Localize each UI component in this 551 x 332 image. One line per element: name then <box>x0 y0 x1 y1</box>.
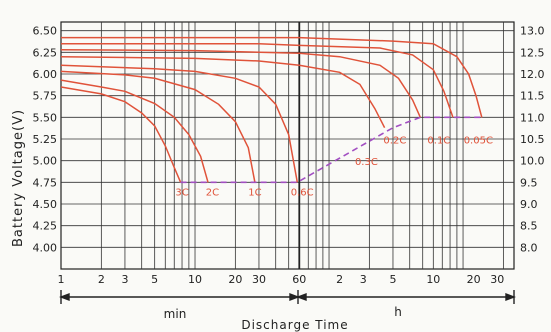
rate-label: 0.05C <box>464 135 493 146</box>
x-tick: 30 <box>252 273 266 286</box>
y-tick-right: 10.0 <box>520 155 545 168</box>
discharge-curves <box>60 36 483 183</box>
y-tick-right: 12.0 <box>520 68 545 81</box>
y-tick-left: 6.00 <box>33 68 58 81</box>
cutoff-line <box>180 116 482 184</box>
rate-label: 0.6C <box>291 187 314 198</box>
x-unit-min: min <box>164 307 187 321</box>
x-tick: 3 <box>121 273 128 286</box>
x-tick: 20 <box>228 273 242 286</box>
x-tick: 5 <box>151 273 158 286</box>
x-unit-h: h <box>394 305 402 319</box>
rate-label: 1C <box>248 187 261 198</box>
curve-0.3C <box>60 55 386 129</box>
x-tick: 2 <box>336 273 343 286</box>
rate-label: 0.1C <box>427 135 450 146</box>
y-tick-left: 4.75 <box>33 176 58 189</box>
x-tick: 20 <box>467 273 481 286</box>
x-axis-label: Discharge Time <box>241 318 348 332</box>
x-tick: 2 <box>98 273 105 286</box>
rate-label: 0.3C <box>355 157 378 168</box>
y-tick-right: 13.0 <box>520 25 545 38</box>
rate-label: 3C <box>175 187 188 198</box>
x-tick: 10 <box>188 273 202 286</box>
rate-label: 2C <box>206 187 219 198</box>
y-tick-right: 8.5 <box>520 220 538 233</box>
x-range-brackets <box>59 290 516 304</box>
y-tick-right: 12.5 <box>520 46 545 59</box>
y-tick-left: 4.50 <box>33 198 58 211</box>
y-tick-left: 5.75 <box>33 90 58 103</box>
curve-0.1C <box>61 42 454 118</box>
y-tick-left: 5.50 <box>33 111 58 124</box>
y-tick-left: 6.25 <box>33 46 58 59</box>
rate-labels: 3C 2C 1C 0.6C 0.3C 0.2C 0.1C 0.05C <box>175 135 493 198</box>
curve-3C <box>60 86 182 183</box>
y-tick-right: 11.5 <box>520 90 545 103</box>
curve-0.05C <box>61 36 483 118</box>
x-tick: 10 <box>426 273 440 286</box>
rate-label: 0.2C <box>383 135 406 146</box>
y-tick-left: 4.25 <box>33 220 58 233</box>
curve-1C <box>60 70 256 183</box>
curve-2C <box>60 79 209 183</box>
y-tick-left: 6.50 <box>33 25 58 38</box>
cutoff-voltage-line <box>180 116 482 184</box>
y-tick-right: 9.5 <box>520 176 538 189</box>
curve-0.6C <box>60 64 299 183</box>
y-tick-right: 8.0 <box>520 241 538 254</box>
x-tick: 5 <box>389 273 396 286</box>
curve-0.2C <box>60 48 421 118</box>
x-tick: 60 <box>292 273 306 286</box>
grid <box>60 21 515 270</box>
plot-frame <box>60 21 515 270</box>
y-tick-right: 9.0 <box>520 198 538 211</box>
y-tick-right: 11.0 <box>520 111 545 124</box>
y-tick-left: 4.00 <box>33 241 58 254</box>
x-tick: 1 <box>58 273 65 286</box>
x-tick: 30 <box>490 273 504 286</box>
axis-ticks: 6.50 6.25 6.00 5.75 5.50 5.25 5.00 4.75 4.50 4.25… <box>33 25 545 286</box>
y-tick-left: 5.00 <box>33 155 58 168</box>
x-tick: 3 <box>360 273 367 286</box>
y-tick-left: 5.25 <box>33 133 58 146</box>
y-axis-label: Battery Voltage(V) <box>11 109 26 247</box>
y-tick-right: 10.5 <box>520 133 545 146</box>
